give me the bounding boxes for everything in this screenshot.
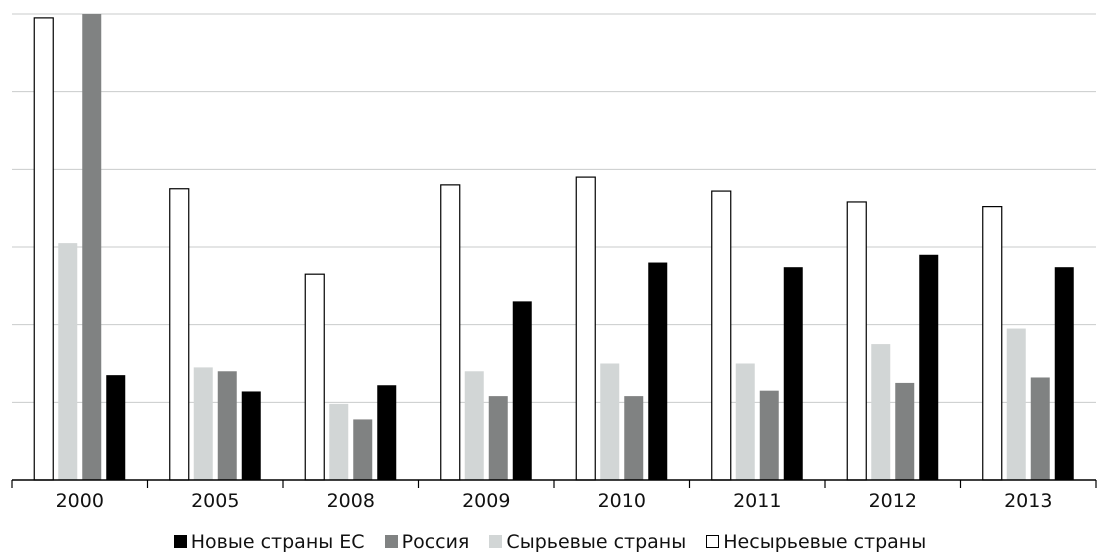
bar-2005-3 [241,391,261,480]
bar-2005-1 [193,367,213,480]
bar-2009-3 [512,301,532,480]
legend-label-russia: Россия [401,531,470,553]
bar-2012-0 [846,201,867,481]
legend-swatch-non-resource [706,535,720,548]
bar-2009-0 [440,184,461,481]
x-tick-label-2011: 2011 [733,490,781,512]
legend-item-non-resource: Несырьевые страны [706,528,926,556]
bar-2008-0 [304,273,325,481]
bar-2010-1 [600,363,620,480]
bar-2000-3 [106,375,126,480]
bar-2013-0 [982,206,1003,481]
x-tick-label-2009: 2009 [462,490,510,512]
bar-2010-0 [575,176,596,481]
bar-2005-2 [217,371,237,480]
legend-swatch-new-eu [173,535,187,548]
bar-2005-0 [169,188,190,481]
bar-2010-3 [648,262,668,480]
bar-2012-2 [895,382,915,480]
legend-item-resource: Сырьевые страны [489,528,686,556]
bar-2008-3 [377,385,397,480]
bar-2012-3 [919,254,939,480]
legend: Новые страны ЕС Россия Сырьевые страны Н… [0,528,1100,556]
x-tick-label-2005: 2005 [191,490,239,512]
bar-2000-2 [82,14,102,480]
bar-2000-0 [33,17,54,481]
legend-label-non-resource: Несырьевые страны [723,531,927,553]
bar-2009-1 [464,371,484,480]
legend-label-resource: Сырьевые страны [506,531,687,553]
bar-chart: 2000 2005 2008 2009 2010 2011 2012 2013 [11,13,1097,512]
bar-2000-1 [58,243,78,480]
x-tick-label-2000: 2000 [56,490,104,512]
bar-2013-3 [1054,267,1074,480]
x-tick-label-2010: 2010 [598,490,646,512]
bar-2013-2 [1030,377,1050,480]
bar-2008-1 [329,403,349,480]
bar-2010-2 [624,396,644,480]
legend-label-new-eu: Новые страны ЕС [190,531,365,553]
bar-2011-1 [735,363,755,480]
legend-swatch-russia [384,535,398,548]
x-tick-label-2013: 2013 [1004,490,1052,512]
bar-2009-2 [488,396,508,480]
x-tick-label-2012: 2012 [869,490,917,512]
x-tick-label-2008: 2008 [327,490,375,512]
legend-swatch-resource [489,535,503,548]
bar-2011-2 [759,390,779,480]
bar-2008-2 [353,419,373,480]
bar-2011-0 [711,190,732,481]
legend-item-russia: Россия [384,528,470,556]
bar-2013-1 [1006,328,1026,480]
bar-2012-1 [871,344,891,480]
legend-item-new-eu: Новые страны ЕС [173,528,365,556]
bar-2011-3 [783,267,803,480]
